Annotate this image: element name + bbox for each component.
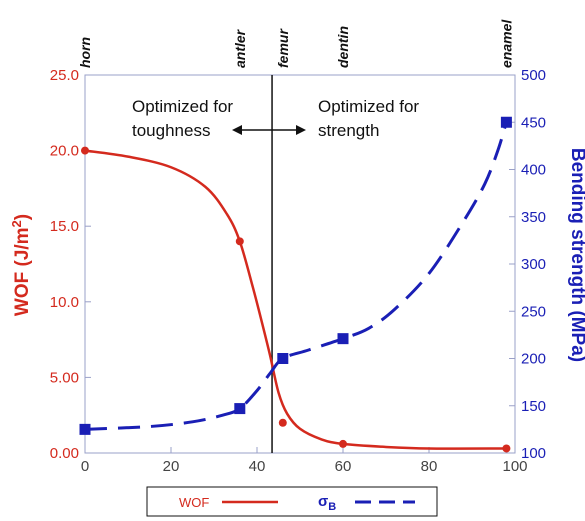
data-point-sigma-b	[277, 353, 289, 364]
material-label-horn: horn	[77, 37, 93, 68]
series-line-wof	[84, 149, 507, 450]
y-right-tick-label: 500	[521, 67, 546, 84]
y-left-tick-label: 0.00	[50, 445, 79, 462]
material-label-femur: femur	[275, 28, 291, 68]
material-label-enamel: enamel	[498, 19, 514, 68]
double-arrow-icon	[232, 125, 306, 135]
x-tick-label: 20	[163, 458, 180, 475]
material-label-antler: antler	[232, 28, 248, 68]
material-label-dentin: dentin	[335, 26, 351, 68]
data-point-wof	[339, 439, 347, 448]
legend: WOF σB	[146, 486, 438, 517]
y-right-tick-label: 200	[521, 351, 546, 368]
y-left-axis-label: WOF (J/m2)	[9, 214, 33, 316]
y-left-tick-label: 10.0	[50, 294, 79, 311]
data-point-sigma-b	[500, 116, 512, 128]
y-right-tick-label: 300	[521, 256, 546, 273]
data-point-wof	[235, 237, 244, 246]
x-tick-label: 80	[421, 458, 438, 475]
data-point-wof	[81, 146, 89, 155]
legend-label-wof: WOF	[179, 495, 209, 510]
y-right-tick-label: 450	[521, 114, 546, 131]
x-tick-label: 60	[335, 458, 352, 475]
y-right-tick-label: 350	[521, 209, 546, 226]
x-tick-label: 100	[502, 458, 527, 475]
annotation-toughness-line1: Optimized for	[132, 97, 233, 116]
data-point-sigma-b	[337, 333, 349, 345]
data-point-sigma-b	[234, 403, 246, 415]
annotation-strength-line2: strength	[318, 121, 379, 140]
data-point-wof	[502, 444, 511, 453]
legend-label-sigma-b: σB	[318, 493, 336, 513]
x-tick-label: 0	[81, 458, 89, 475]
data-point-sigma-b	[79, 423, 91, 435]
y-left-tick-label: 25.0	[50, 67, 79, 84]
y-left-tick-label: 15.0	[50, 218, 79, 235]
x-tick-label: 40	[249, 458, 266, 475]
y-right-tick-label: 100	[521, 445, 546, 462]
series-line-sigma-b	[84, 121, 508, 431]
annotation-strength-line1: Optimized for	[318, 97, 419, 116]
annotation-toughness-line2: toughness	[132, 121, 210, 140]
y-right-tick-label: 400	[521, 162, 546, 179]
y-right-tick-label: 250	[521, 303, 546, 320]
y-right-axis-label: Bending strength (MPa)	[567, 148, 585, 362]
y-right-tick-label: 150	[521, 398, 546, 415]
data-point-wof	[278, 418, 287, 427]
y-left-tick-label: 20.0	[50, 143, 79, 160]
y-left-tick-label: 5.00	[50, 369, 79, 386]
